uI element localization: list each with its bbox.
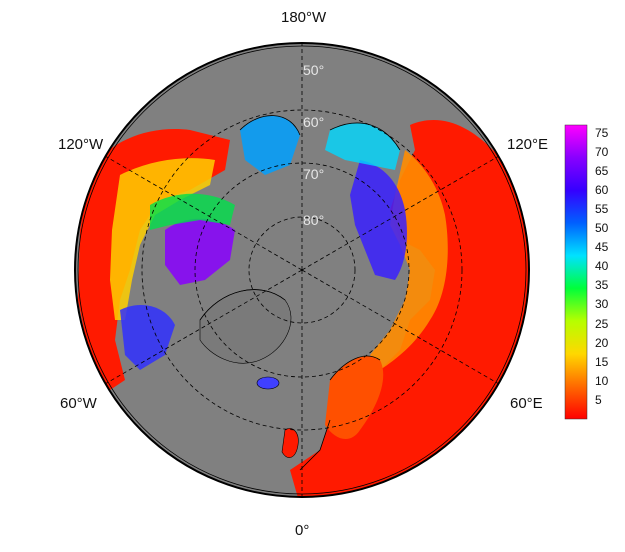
meridian-120w — [104, 155, 303, 271]
graticule — [104, 43, 500, 497]
colorbar-tick-label: 70 — [595, 144, 609, 159]
lat-label-70: 70° — [303, 166, 325, 182]
map-border — [74, 42, 530, 498]
lat-circle-70 — [194, 162, 410, 378]
colorbar-tick-label: 30 — [595, 297, 609, 312]
siberia-cyan-band — [325, 122, 400, 170]
colorbar-tick-label: 45 — [595, 240, 609, 255]
colorbar-tick-label: 25 — [595, 316, 609, 331]
coastline-hint — [199, 115, 401, 471]
colorbar-tick-label: 60 — [595, 182, 609, 197]
map-inner-border — [77, 45, 527, 495]
colorbar-tick-label: 75 — [595, 125, 609, 140]
iceland — [256, 376, 280, 390]
alaska-region — [240, 115, 300, 175]
lon-label-lower-right: 60°E — [510, 395, 543, 412]
map-disc — [75, 43, 529, 497]
colorbar-tick-label: 10 — [595, 373, 609, 388]
north-america-data-band — [110, 158, 215, 320]
lat-label-80: 80° — [303, 212, 325, 228]
north-america-land — [78, 129, 230, 390]
canada-high-values — [165, 218, 235, 285]
lat-circle-60 — [141, 109, 463, 431]
lon-label-upper-right: 120°E — [507, 136, 549, 153]
lat-label-50: 50° — [303, 62, 325, 78]
british-isles — [281, 428, 299, 458]
lon-label-lower-left: 60°W — [60, 395, 97, 412]
colorbar-tick-label: 55 — [595, 202, 609, 216]
lon-label-upper-left: 120°W — [58, 136, 104, 153]
scandinavia — [325, 356, 384, 440]
colorbar-tick-label: 20 — [595, 335, 609, 350]
colorbar-tick-label: 15 — [595, 354, 609, 369]
colorbar-tick-label: 5 — [595, 392, 602, 407]
hudson-bay-region — [120, 305, 175, 370]
canada-green-band — [150, 193, 235, 230]
lon-label-top: 180°W — [281, 9, 327, 26]
meridian-60w — [104, 269, 303, 385]
eurasia-high-values — [350, 160, 407, 280]
colorbar-tick-label: 40 — [595, 259, 609, 274]
colorbar-tick-label: 50 — [595, 221, 609, 236]
colorbar — [564, 124, 588, 420]
lon-label-bottom: 0° — [295, 522, 310, 539]
meridian-60e — [301, 269, 500, 385]
lat-circle-80 — [248, 216, 356, 324]
meridian-120e — [301, 155, 500, 271]
colorbar-tick-label: 65 — [595, 163, 609, 178]
colorbar-tick-label: 35 — [595, 278, 609, 293]
lat-label-60: 60° — [303, 114, 325, 130]
